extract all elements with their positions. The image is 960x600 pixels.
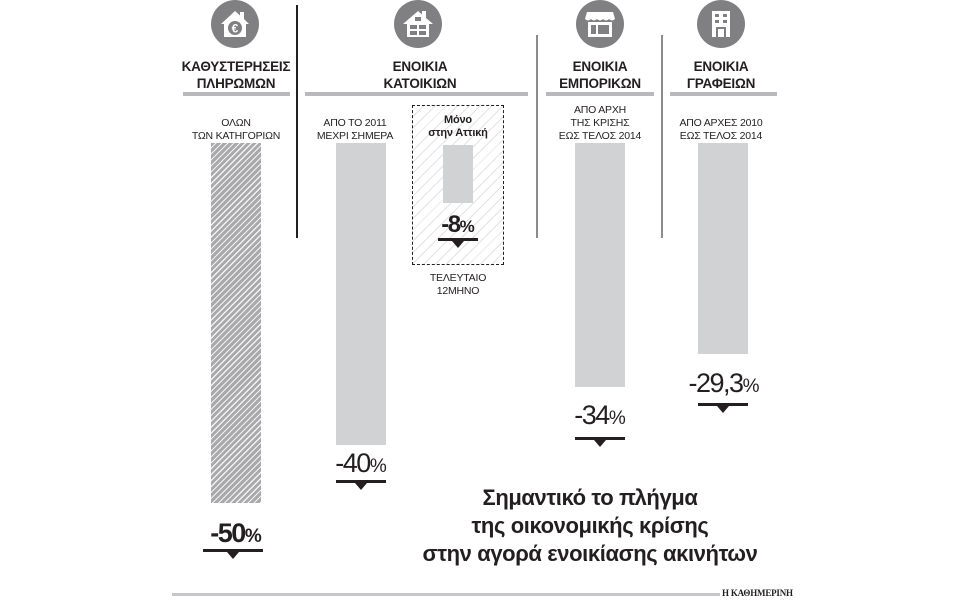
pointer-marker (575, 437, 625, 447)
bar-commercial-rents (575, 143, 625, 387)
column-divider (661, 35, 663, 238)
category-title-residential-rents: ΕΝΟΙΚΙΑ ΚΑΤΟΙΚΙΩΝ (383, 59, 457, 91)
euro-house-icon: € (211, 0, 259, 48)
bar-residential-rents (336, 143, 386, 445)
category-rule (546, 92, 654, 96)
value-label-commercial-rents: -34% (574, 400, 626, 430)
chart-headline: Σημαντικό το πλήγμα της οικονομικής κρίσ… (422, 485, 758, 566)
period-label: ΑΠΟ ΤΟ 2011 ΜΕΧΡΙ ΣΗΜΕΡΑ (316, 117, 394, 142)
svg-text:€: € (232, 22, 239, 36)
value-label-residential-rents: -40% (335, 448, 387, 478)
period-label: ΑΠΟ ΑΡΧΗ ΤΗΣ ΚΡΙΣΗΣ ΕΩΣ ΤΕΛΟΣ 2014 (558, 104, 642, 142)
source-credit: Η ΚΑΘΗΜΕΡΙΝΗ (722, 588, 793, 598)
category-rule (183, 92, 290, 96)
pointer-marker (698, 403, 748, 413)
value-label-attica: -8% (441, 211, 475, 238)
period-label: ΑΠΟ ΑΡΧΕΣ 2010 ΕΩΣ ΤΕΛΟΣ 2014 (679, 117, 763, 142)
category-rule (670, 92, 777, 96)
pointer-marker (438, 238, 478, 248)
bar-attica-residential (443, 145, 473, 203)
bar-payment-delays (211, 143, 261, 503)
attica-label: Μόνο στην Αττική (428, 114, 488, 139)
column-divider (536, 35, 538, 238)
category-title-commercial-rents: ΕΝΟΙΚΙΑ ΕΜΠΟΡΙΚΩΝ (559, 59, 641, 91)
house-icon (394, 0, 442, 48)
period-label: ΟΛΩΝ ΤΩΝ ΚΑΤΗΓΟΡΙΩΝ (191, 117, 281, 142)
pointer-marker (336, 480, 386, 490)
shop-icon (576, 0, 624, 48)
pointer-marker (203, 549, 263, 559)
value-label-office-rents: -29,3% (688, 368, 760, 398)
value-label-payment-delays: -50% (210, 518, 262, 548)
attica-period-note: ΤΕΛΕΥΤΑΙΟ 12ΜΗΝΟ (429, 272, 487, 297)
category-title-office-rents: ΕΝΟΙΚΙΑ ΓΡΑΦΕΙΩΝ (686, 59, 756, 91)
footer-rule (172, 593, 720, 596)
office-building-icon (697, 0, 745, 48)
category-title-payment-delays: ΚΑΘΥΣΤΕΡΗΣΕΙΣ ΠΛΗΡΩΜΩΝ (181, 59, 291, 91)
column-divider (296, 5, 298, 238)
category-rule (305, 92, 528, 96)
bar-office-rents (698, 143, 748, 354)
